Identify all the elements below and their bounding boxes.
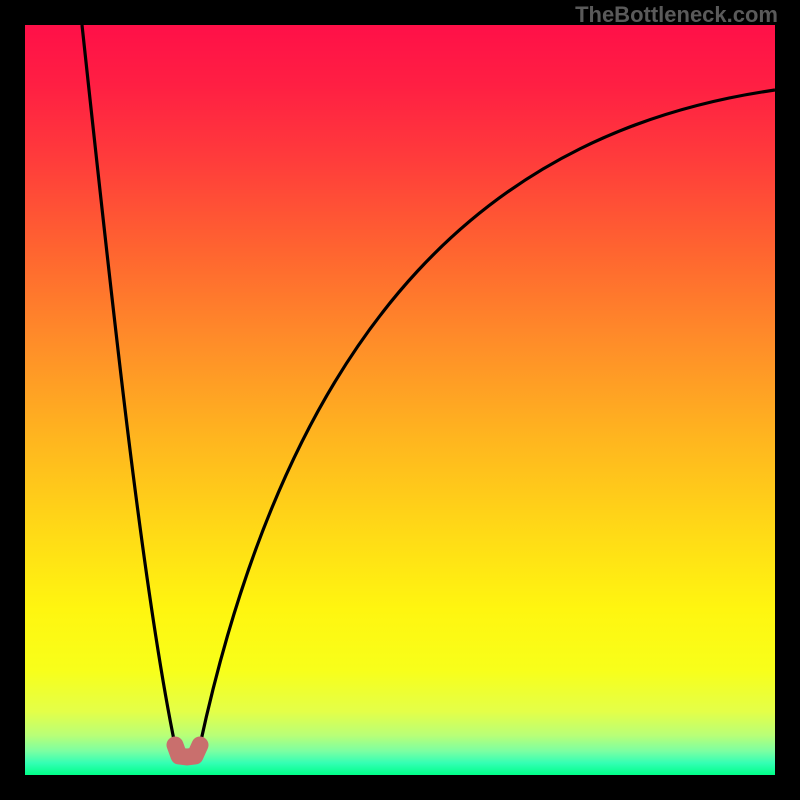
bottleneck-curve-chart xyxy=(25,25,775,775)
plot-area xyxy=(25,25,775,775)
chart-frame: TheBottleneck.com xyxy=(0,0,800,800)
gradient-background xyxy=(25,25,775,775)
